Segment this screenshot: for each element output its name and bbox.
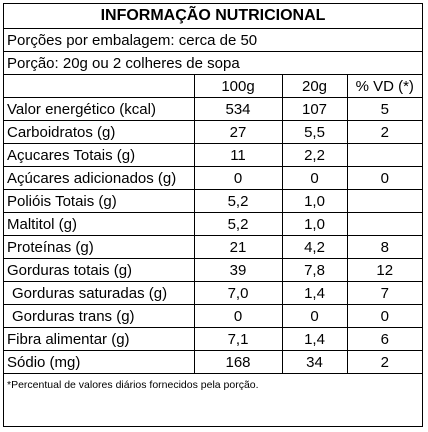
- nutrient-value: 0: [193, 166, 283, 190]
- nutrient-value: 534: [193, 97, 283, 121]
- nutrient-value: 4,2: [281, 235, 348, 259]
- nutrient-value: 2: [346, 120, 422, 144]
- nutrient-value: 7,0: [193, 281, 283, 305]
- nutrient-value: 7,8: [281, 258, 348, 282]
- nutrient-value: 2: [346, 350, 422, 374]
- nutrient-value: 168: [193, 350, 283, 374]
- nutrient-value: 0: [346, 166, 422, 190]
- nutrient-value: 0: [193, 304, 283, 328]
- nutrient-value: 2,2: [281, 143, 348, 167]
- column-header: % VD (*): [346, 74, 422, 98]
- nutrient-value: 107: [281, 97, 348, 121]
- nutrient-value: 0: [281, 166, 348, 190]
- nutrient-value: 8: [346, 235, 422, 259]
- nutrient-value: 11: [193, 143, 283, 167]
- nutrient-value: [346, 143, 422, 167]
- nutrient-value: 5,2: [193, 212, 283, 236]
- nutrient-row: Açucares Totais (g) 11 2,2: [4, 143, 422, 167]
- nutrient-name: Gorduras saturadas (g): [4, 281, 195, 305]
- nutrient-name: Polióis Totais (g): [4, 189, 195, 213]
- title: INFORMAÇÃO NUTRICIONAL: [4, 4, 422, 29]
- nutrient-row: Polióis Totais (g) 5,2 1,0: [4, 189, 422, 213]
- portion: Porção: 20g ou 2 colheres de sopa: [4, 51, 422, 75]
- nutrition-table: INFORMAÇÃO NUTRICIONAL Porções por embal…: [4, 4, 422, 396]
- nutrient-value: 5: [346, 97, 422, 121]
- nutrient-row: Carboidratos (g) 27 5,5 2: [4, 120, 422, 144]
- nutrient-value: 1,4: [281, 327, 348, 351]
- nutrient-row: Proteínas (g) 21 4,2 8: [4, 235, 422, 259]
- nutrient-value: 34: [281, 350, 348, 374]
- column-header: 100g: [193, 74, 283, 98]
- nutrient-name: Valor energético (kcal): [4, 97, 195, 121]
- footnote: *Percentual de valores diários fornecido…: [4, 373, 422, 396]
- nutrient-name: Maltitol (g): [4, 212, 195, 236]
- nutrient-name: Proteínas (g): [4, 235, 195, 259]
- nutrient-name: Açucares Totais (g): [4, 143, 195, 167]
- servings: Porções por embalagem: cerca de 50: [4, 28, 422, 52]
- nutrient-name: Carboidratos (g): [4, 120, 195, 144]
- nutrient-value: 12: [346, 258, 422, 282]
- nutrient-value: 21: [193, 235, 283, 259]
- nutrient-name: Gorduras totais (g): [4, 258, 195, 282]
- nutrient-name: Sódio (mg): [4, 350, 195, 374]
- nutrient-name: Açúcares adicionados (g): [4, 166, 195, 190]
- nutrient-name: Gorduras trans (g): [4, 304, 195, 328]
- header-empty: [4, 74, 195, 98]
- nutrient-value: [346, 189, 422, 213]
- nutrient-row: Fibra alimentar (g) 7,1 1,4 6: [4, 327, 422, 351]
- column-header: 20g: [281, 74, 348, 98]
- nutrient-value: 0: [281, 304, 348, 328]
- nutrient-value: 1,4: [281, 281, 348, 305]
- nutrient-value: 39: [193, 258, 283, 282]
- nutrient-value: 1,0: [281, 189, 348, 213]
- nutrient-row: Valor energético (kcal) 534 107 5: [4, 97, 422, 121]
- nutrient-value: 27: [193, 120, 283, 144]
- nutrient-value: 0: [346, 304, 422, 328]
- nutrient-value: 6: [346, 327, 422, 351]
- nutrient-row: Gorduras saturadas (g) 7,0 1,4 7: [4, 281, 422, 305]
- nutrient-row: Gorduras trans (g) 0 0 0: [4, 304, 422, 328]
- nutrient-value: 7,1: [193, 327, 283, 351]
- nutrient-value: 7: [346, 281, 422, 305]
- nutrient-name: Fibra alimentar (g): [4, 327, 195, 351]
- nutrient-value: [346, 212, 422, 236]
- nutrition-label: INFORMAÇÃO NUTRICIONAL Porções por embal…: [3, 3, 423, 427]
- nutrient-row: Açúcares adicionados (g) 0 0 0: [4, 166, 422, 190]
- nutrient-value: 5,5: [281, 120, 348, 144]
- nutrient-value: 5,2: [193, 189, 283, 213]
- nutrient-value: 1,0: [281, 212, 348, 236]
- nutrient-row: Sódio (mg) 168 34 2: [4, 350, 422, 374]
- nutrient-row: Maltitol (g) 5,2 1,0: [4, 212, 422, 236]
- nutrient-row: Gorduras totais (g) 39 7,8 12: [4, 258, 422, 282]
